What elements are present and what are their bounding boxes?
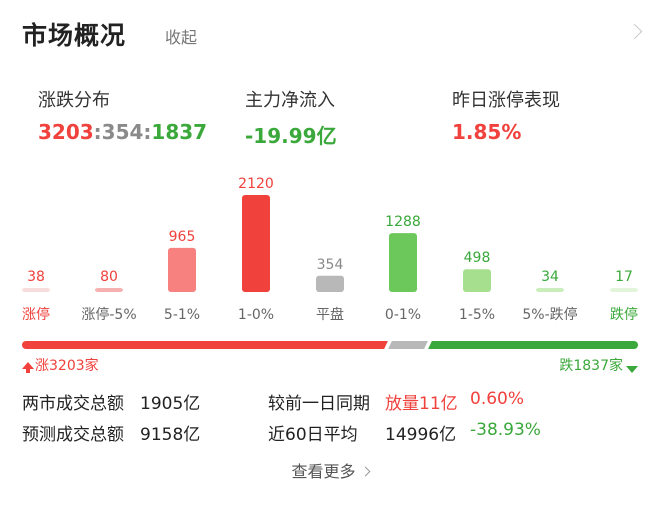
bar-0 — [22, 288, 50, 292]
view-more-button[interactable]: 查看更多 — [0, 458, 660, 482]
arrow-up-stem — [26, 368, 30, 373]
category-label: 5-1% — [164, 307, 200, 323]
ratio-flat-segment — [387, 341, 429, 349]
category-label: 1-0% — [238, 307, 274, 323]
bar-3 — [242, 195, 270, 292]
category-label: 涨停-5% — [81, 306, 136, 323]
distribution-value: 3203:354:1837 — [38, 120, 207, 144]
separator: : — [143, 120, 152, 144]
up-down-ratio-bar — [22, 339, 638, 351]
bar-8 — [610, 288, 638, 292]
bar-1 — [95, 288, 123, 292]
avg-label: 近60日平均 — [268, 425, 358, 445]
summary-stats: 涨跌分布 3203:354:1837 主力净流入 -19.99亿 昨日涨停表现 … — [0, 86, 660, 149]
limit-up-stat[interactable]: 昨日涨停表现 1.85% — [452, 86, 560, 144]
up-down-counts: 涨3203家 跌1837家 — [22, 355, 638, 375]
compare-label: 较前一日同期 — [268, 394, 370, 414]
collapse-button[interactable]: 收起 — [165, 28, 198, 47]
up-count-text: 涨3203家 — [35, 358, 99, 374]
up-count-label: 涨3203家 — [22, 355, 99, 375]
category-label: 5%-跌停 — [522, 306, 577, 323]
total-turnover-value: 1905亿 — [140, 394, 201, 414]
category-label: 跌停 — [610, 306, 638, 323]
category-label: 涨停 — [22, 306, 50, 323]
limit-up-label: 昨日涨停表现 — [452, 90, 560, 111]
distribution-label: 涨跌分布 — [38, 90, 110, 111]
bar-value-label: 965 — [169, 229, 196, 245]
forecast-turnover-label: 预测成交总额 — [22, 425, 124, 445]
bar-value-label: 354 — [317, 257, 344, 273]
main-flow-stat[interactable]: 主力净流入 -19.99亿 — [245, 86, 337, 149]
compare-pct: 0.60% — [470, 389, 525, 409]
bar-value-label: 38 — [27, 269, 45, 285]
bar-7 — [536, 288, 564, 292]
avg-pct: -38.93% — [470, 420, 541, 440]
down-count-value: 1837 — [151, 120, 208, 144]
up-count-value: 3203 — [38, 120, 94, 144]
distribution-chart[interactable]: 38 涨停 80 涨停-5% 965 5-1% 2120 1-0% 354 平盘 1288 0-1% 4… — [0, 168, 660, 330]
down-count-text: 跌1837家 — [559, 358, 623, 374]
arrow-up-icon — [22, 362, 34, 369]
ratio-down-segment — [428, 341, 638, 349]
bar-value-label: 1288 — [385, 214, 421, 230]
down-count-label: 跌1837家 — [559, 355, 638, 375]
bar-value-label: 17 — [615, 269, 633, 285]
bar-5 — [389, 233, 417, 292]
chevron-right-icon[interactable] — [626, 23, 643, 40]
distribution-chart-svg: 38 涨停 80 涨停-5% 965 5-1% 2120 1-0% 354 平盘 1288 0-1% 4… — [22, 176, 638, 323]
ratio-up-segment — [22, 341, 388, 349]
main-flow-label: 主力净流入 — [245, 90, 335, 111]
bar-value-label: 34 — [541, 269, 559, 285]
bar-4 — [316, 275, 344, 292]
separator: : — [93, 120, 102, 144]
bar-value-label: 2120 — [238, 176, 274, 192]
bar-value-label: 498 — [464, 250, 491, 266]
distribution-stat[interactable]: 涨跌分布 3203:354:1837 — [38, 86, 207, 144]
compare-value: 放量11亿 — [385, 394, 458, 414]
market-overview-header: 市场概况 收起 — [22, 16, 643, 56]
view-more-label: 查看更多 — [291, 462, 356, 481]
category-label: 1-5% — [459, 307, 495, 323]
page-title: 市场概况 — [22, 21, 127, 50]
turnover-row-1: 两市成交总额 1905亿 较前一日同期 放量11亿 0.60% — [22, 389, 642, 414]
arrow-down-icon — [626, 366, 638, 373]
turnover-row-2: 预测成交总额 9158亿 近60日平均 14996亿 -38.93% — [22, 420, 642, 445]
chevron-right-icon — [360, 466, 370, 477]
main-flow-value: -19.99亿 — [245, 124, 337, 148]
bar-value-label: 80 — [100, 269, 118, 285]
limit-up-value: 1.85% — [452, 120, 522, 144]
bar-2 — [168, 247, 196, 292]
total-turnover-label: 两市成交总额 — [22, 394, 124, 414]
category-label: 平盘 — [316, 306, 344, 323]
avg-value: 14996亿 — [385, 425, 457, 445]
bar-6 — [463, 269, 491, 292]
forecast-turnover-value: 9158亿 — [140, 425, 201, 445]
category-label: 0-1% — [385, 307, 421, 323]
flat-count-value: 354 — [101, 120, 144, 144]
